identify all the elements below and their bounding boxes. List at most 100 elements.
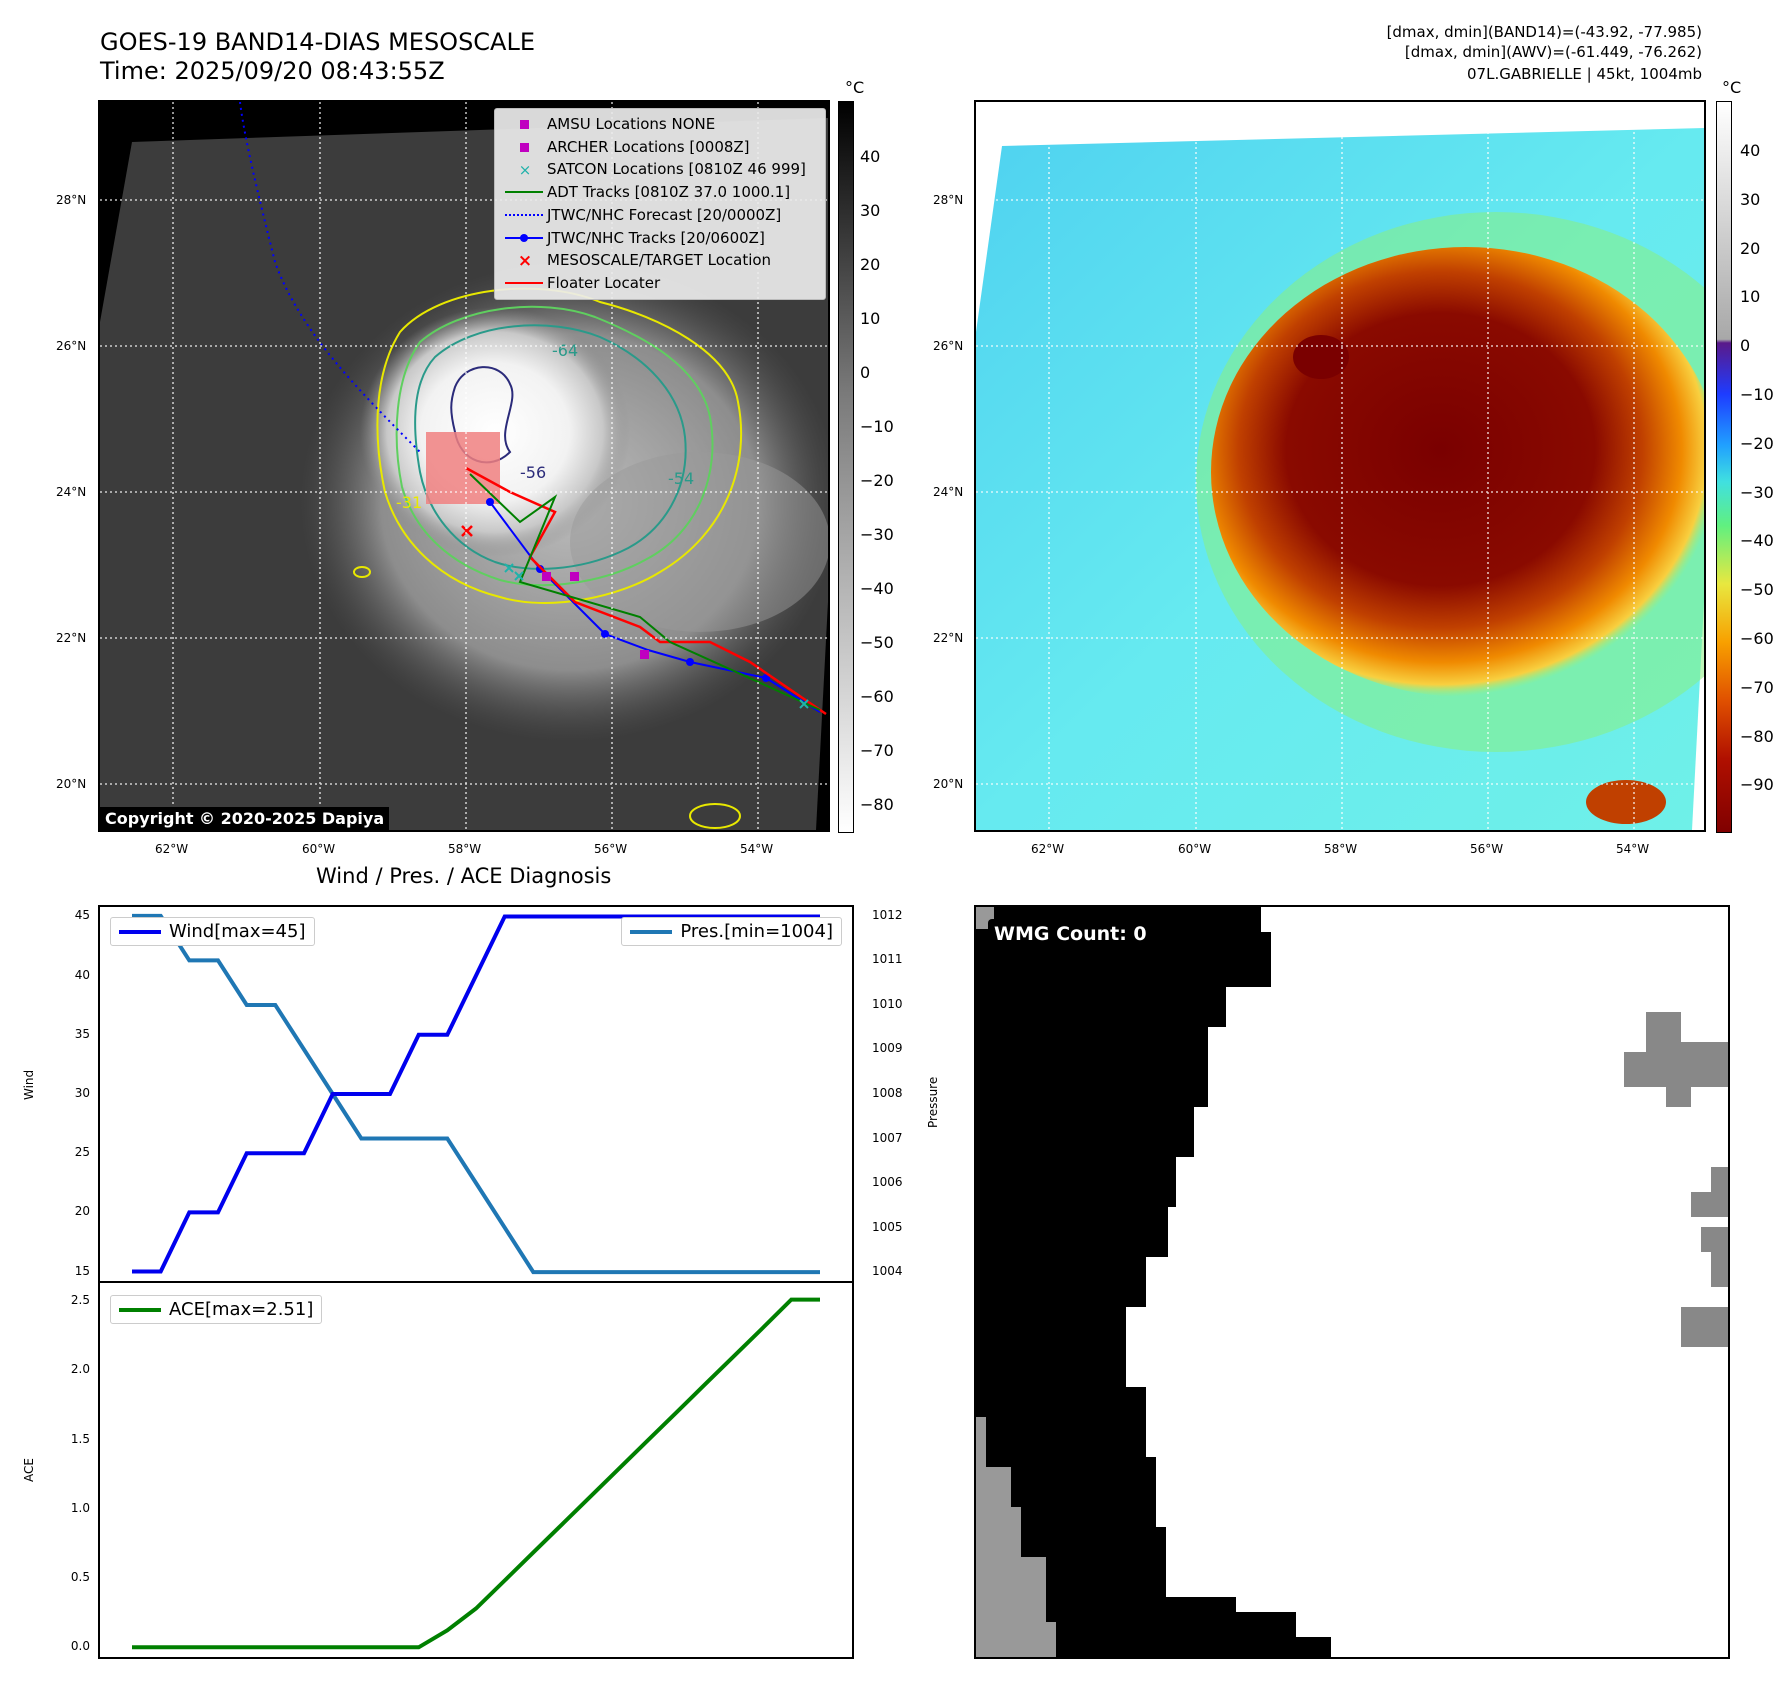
- colorbar-tick-label: 0: [1740, 336, 1751, 356]
- colorbar-tick-label: 40: [1740, 141, 1761, 160]
- adt-track: [469, 473, 821, 711]
- wind-tick-label: 40: [74, 967, 90, 982]
- ir-map-panel: -64 -54 -56 -31: [98, 100, 830, 832]
- wind-line: [132, 914, 820, 1274]
- pressure-legend: Pres.[min=1004]: [621, 917, 842, 946]
- ace-tick-label: 1.0: [70, 1500, 90, 1515]
- lon-label: 56°W: [1470, 842, 1504, 856]
- ace-tick-label: 2.0: [70, 1362, 90, 1377]
- legend-item-amsu: AMSU Locations NONE: [503, 113, 817, 136]
- lon-label: 54°W: [740, 842, 774, 856]
- colorbar-tick-label: −60: [1740, 629, 1774, 648]
- ace-chart: [132, 1297, 820, 1650]
- lat-label: 24°N: [933, 485, 964, 499]
- lat-label: 22°N: [56, 631, 87, 645]
- storm-cell: [1293, 335, 1349, 379]
- pressure-tick-label: 1012: [872, 907, 903, 922]
- wind-tick-label: 25: [74, 1145, 90, 1160]
- lon-label: 58°W: [1324, 842, 1358, 856]
- wmg-mask: [976, 907, 1728, 1657]
- lon-label: 54°W: [1616, 842, 1650, 856]
- cell-1: [353, 566, 371, 578]
- wind-legend-line: [119, 929, 161, 934]
- lon-label: 62°W: [155, 842, 189, 856]
- wind-tick-label: 20: [74, 1204, 90, 1219]
- colorbar-tick-label: 10: [1740, 287, 1761, 307]
- colorbar-tick-label: −50: [1740, 580, 1774, 600]
- jtwc-forecast-track: [239, 102, 421, 453]
- ace-tick-label: 1.5: [70, 1431, 90, 1446]
- color-map-gridlines: [976, 102, 1704, 830]
- diagnosis-title: Wind / Pres. / ACE Diagnosis: [316, 864, 612, 888]
- wind-tick-label: 35: [74, 1026, 90, 1041]
- contour-label-54: -54: [668, 469, 694, 488]
- colorbar-tick-label: 30: [860, 201, 881, 220]
- contour-label-56: -56: [520, 463, 546, 482]
- pressure-legend-line: [630, 929, 673, 934]
- colorbar-tick-label: −10: [860, 417, 894, 436]
- wind-axis-label: Wind: [22, 1069, 36, 1100]
- legend-item-mesoscale: × MESOSCALE/TARGET Location: [517, 250, 772, 271]
- copyright-label: Copyright © 2020-2025 Dapiya: [100, 807, 390, 830]
- color-colorbar: [1716, 101, 1732, 833]
- lon-label: 60°W: [1178, 842, 1212, 856]
- colorbar-tick-label: −50: [860, 633, 894, 652]
- colorbar-tick-label: −20: [860, 471, 894, 490]
- title-line1: GOES-19 BAND14-DIAS MESOSCALE: [100, 28, 536, 56]
- pressure-tick-label: 1011: [872, 952, 903, 967]
- colorbar-tick-label: −40: [1740, 531, 1774, 551]
- colorbar-tick-label: −90: [1740, 775, 1774, 795]
- wind-tick-label: 15: [74, 1263, 90, 1278]
- contour-green: [395, 305, 714, 587]
- lat-label: 26°N: [933, 339, 964, 353]
- storm-cell-2: [1586, 780, 1666, 824]
- legend-item-jtwc-forecast: JTWC/NHC Forecast [20/0000Z]: [503, 204, 817, 227]
- jtwc-track-points: [486, 498, 770, 682]
- wmg-gray-region-right2: [1691, 1167, 1728, 1217]
- wmg-gray-region-right: [1624, 1012, 1728, 1107]
- colorbar-tick-label: −60: [860, 687, 894, 706]
- pressure-tick-label: 1009: [872, 1041, 903, 1056]
- ace-legend: ACE[max=2.51]: [110, 1295, 323, 1324]
- satcon-points: [504, 563, 809, 709]
- legend-item-adt: ADT Tracks [0810Z 37.0 1000.1]: [503, 181, 817, 204]
- legend-item-floater: Floater Locater: [503, 272, 817, 295]
- title-line2: Time: 2025/09/20 08:43:55Z: [100, 57, 445, 85]
- pressure-tick-label: 1008: [872, 1086, 903, 1100]
- colorbar-tick-label: −30: [1740, 482, 1774, 502]
- colorbar-tick-label: 40: [860, 147, 881, 166]
- wind-legend: Wind[max=45]: [110, 917, 315, 946]
- ace-tick-label: 0.5: [70, 1570, 90, 1585]
- mesoscale-target-point: [461, 525, 473, 537]
- lat-label: 26°N: [56, 339, 87, 353]
- wind-tick-label: 30: [74, 1086, 90, 1100]
- colorbar-tick-label: −70: [860, 741, 894, 760]
- colorbar-tick-label: −20: [1740, 433, 1774, 453]
- colorbar-unit: °C: [845, 78, 865, 97]
- lat-label: 20°N: [933, 777, 964, 791]
- info-line1: [dmax, dmin](BAND14)=(-43.92, -77.985): [1386, 23, 1702, 41]
- ace-tick-label: 2.5: [70, 1293, 90, 1307]
- legend-item-satcon: × SATCON Locations [0810Z 46 999]: [518, 160, 806, 179]
- wmg-gray-region-right3: [1701, 1227, 1728, 1287]
- ace-legend-line: [119, 1307, 161, 1312]
- legend-item-archer: ARCHER Locations [0008Z]: [503, 136, 817, 159]
- wmg-black-region: [976, 907, 1331, 1657]
- lon-label: 62°W: [1031, 842, 1065, 856]
- colorbar-tick-label: 20: [860, 255, 881, 274]
- contour-label-64: -64: [552, 341, 578, 360]
- pressure-tick-label: 1004: [872, 1264, 903, 1279]
- color-ir-map-panel: [974, 100, 1706, 832]
- pressure-line: [132, 913, 820, 1275]
- color-ir-map: [976, 102, 1704, 830]
- archer-points: [542, 572, 649, 659]
- colorbar-tick-label: 20: [1740, 238, 1761, 258]
- pressure-tick-label: 1006: [872, 1175, 903, 1190]
- info-line3: 07L.GABRIELLE | 45kt, 1004mb: [1467, 65, 1702, 83]
- colorbar-tick-label: −30: [860, 525, 894, 544]
- wind-pressure-chart: [132, 913, 820, 1275]
- contour-teal: [414, 324, 687, 570]
- colorbar-unit: °C: [1722, 78, 1742, 97]
- wmg-panel: WMG Count: 0: [974, 905, 1730, 1659]
- info-line2: [dmax, dmin](AWV)=(-61.449, -76.262): [1404, 43, 1702, 61]
